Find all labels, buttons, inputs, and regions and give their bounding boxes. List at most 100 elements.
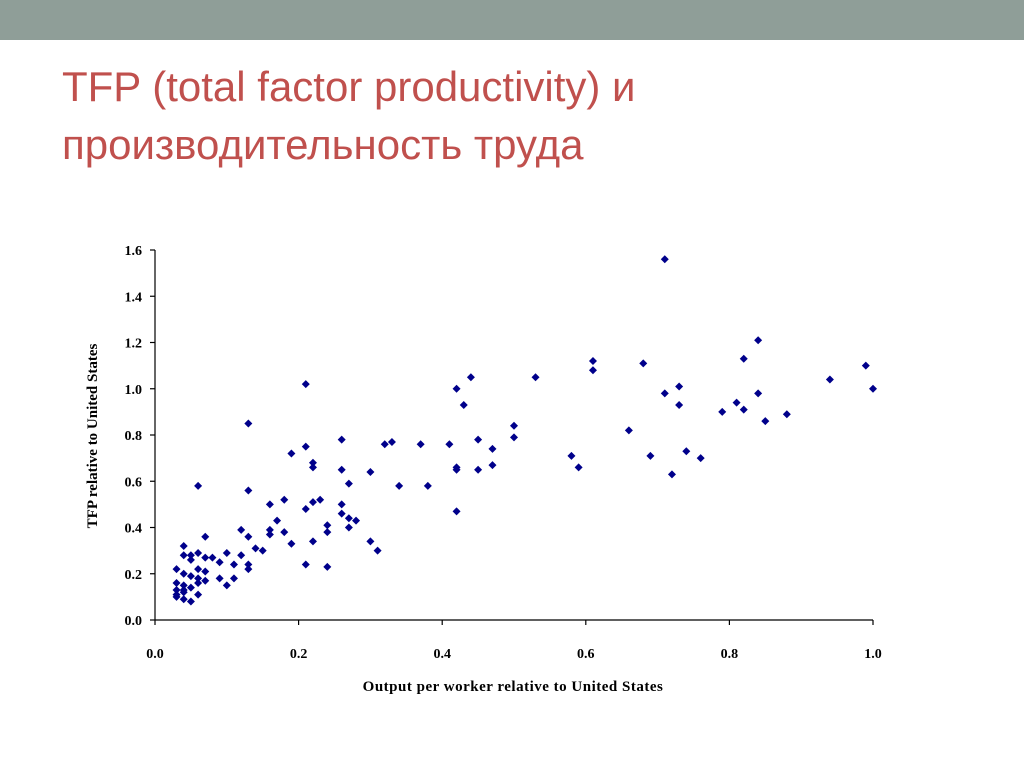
data-point bbox=[344, 514, 353, 523]
data-point bbox=[172, 592, 181, 601]
data-point bbox=[201, 567, 210, 576]
data-point bbox=[445, 440, 454, 449]
data-point bbox=[739, 405, 748, 414]
data-point bbox=[452, 463, 461, 472]
data-point bbox=[179, 581, 188, 590]
data-point bbox=[696, 454, 705, 463]
data-point bbox=[423, 481, 432, 490]
data-point bbox=[244, 486, 253, 495]
data-point bbox=[459, 400, 468, 409]
x-tick-label: 0.2 bbox=[290, 647, 308, 662]
y-tick-label: 0.2 bbox=[125, 568, 143, 583]
data-point bbox=[869, 384, 877, 393]
data-point bbox=[732, 398, 741, 407]
data-point bbox=[337, 509, 346, 518]
data-point bbox=[215, 574, 224, 583]
data-point bbox=[452, 507, 461, 516]
y-tick-label: 0.6 bbox=[125, 475, 143, 490]
data-point bbox=[280, 528, 289, 537]
top-bar bbox=[0, 0, 1024, 40]
x-tick-label: 0.4 bbox=[433, 647, 451, 662]
data-point bbox=[323, 562, 332, 571]
data-point bbox=[222, 548, 231, 557]
data-point bbox=[186, 597, 195, 606]
data-point bbox=[301, 380, 310, 389]
data-point bbox=[265, 500, 274, 509]
data-point bbox=[194, 565, 203, 574]
slide-title-line-2: производительность труда bbox=[62, 121, 584, 168]
data-point bbox=[172, 565, 181, 574]
data-point bbox=[782, 410, 791, 419]
data-point bbox=[186, 583, 195, 592]
data-point bbox=[237, 525, 246, 534]
data-point bbox=[308, 458, 317, 467]
data-point bbox=[316, 495, 325, 504]
data-point bbox=[754, 389, 763, 398]
y-tick-label: 1.2 bbox=[125, 337, 143, 352]
data-point bbox=[265, 525, 274, 534]
data-point bbox=[244, 565, 253, 574]
data-point bbox=[488, 461, 497, 470]
data-point bbox=[510, 433, 518, 442]
data-point bbox=[588, 366, 597, 375]
y-tick-label: 1.0 bbox=[125, 383, 143, 398]
data-point bbox=[416, 440, 425, 449]
data-point bbox=[861, 361, 870, 370]
data-point bbox=[265, 530, 274, 539]
data-point bbox=[337, 500, 346, 509]
data-point bbox=[718, 407, 727, 416]
y-tick-label: 1.4 bbox=[125, 290, 143, 305]
data-point bbox=[179, 585, 188, 594]
data-point bbox=[574, 463, 583, 472]
x-axis-label: Output per worker relative to United Sta… bbox=[363, 679, 664, 695]
data-point bbox=[201, 553, 210, 562]
data-point bbox=[186, 551, 195, 560]
data-point bbox=[186, 555, 195, 564]
data-point bbox=[172, 579, 181, 587]
data-point bbox=[287, 539, 296, 548]
data-point bbox=[237, 551, 246, 560]
data-point bbox=[624, 426, 633, 435]
data-point bbox=[251, 544, 260, 553]
data-point bbox=[667, 470, 676, 479]
data-point bbox=[395, 481, 404, 490]
data-point bbox=[344, 479, 353, 488]
x-tick-label: 0.6 bbox=[577, 647, 595, 662]
data-point bbox=[229, 560, 238, 569]
y-tick-label: 0.8 bbox=[125, 429, 143, 444]
data-point bbox=[308, 537, 317, 546]
data-point bbox=[301, 442, 310, 451]
data-point bbox=[179, 595, 188, 604]
data-point bbox=[301, 505, 310, 513]
data-point bbox=[301, 560, 310, 569]
data-point bbox=[466, 373, 475, 382]
data-point bbox=[588, 357, 597, 365]
data-point bbox=[194, 579, 203, 587]
y-tick-label: 1.6 bbox=[125, 244, 143, 259]
data-point bbox=[337, 435, 346, 444]
data-point bbox=[510, 421, 518, 430]
data-point bbox=[337, 465, 346, 474]
data-point bbox=[273, 516, 282, 525]
data-point bbox=[194, 548, 203, 557]
data-point bbox=[646, 451, 655, 460]
data-point bbox=[194, 590, 203, 599]
data-point bbox=[201, 576, 210, 585]
data-point bbox=[739, 354, 748, 363]
data-point bbox=[474, 465, 483, 474]
data-point bbox=[380, 440, 389, 449]
data-point bbox=[308, 498, 317, 507]
data-point bbox=[567, 451, 576, 460]
data-point bbox=[201, 532, 210, 541]
data-point bbox=[352, 516, 361, 525]
data-point bbox=[344, 523, 353, 532]
data-point bbox=[682, 447, 691, 456]
data-point bbox=[675, 382, 684, 391]
data-point bbox=[761, 417, 770, 426]
data-point bbox=[660, 255, 669, 264]
data-point bbox=[179, 542, 188, 550]
data-point bbox=[639, 359, 648, 368]
data-point bbox=[488, 444, 497, 453]
data-point bbox=[323, 521, 332, 530]
